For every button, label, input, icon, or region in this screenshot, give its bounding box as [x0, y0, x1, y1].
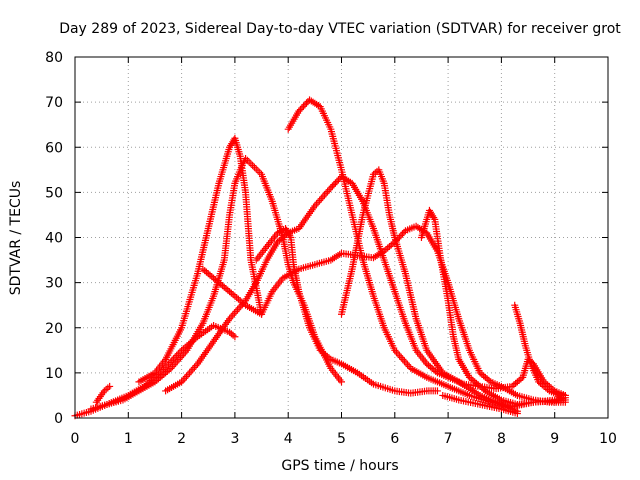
x-tick-label: 9: [550, 431, 559, 447]
x-tick-label: 3: [230, 431, 239, 447]
data-point: [234, 306, 242, 314]
data-point: [249, 162, 257, 170]
data-point: [295, 107, 303, 115]
data-point: [399, 355, 407, 363]
data-point: [319, 193, 327, 201]
series-arc-12: [439, 391, 521, 417]
y-tick-label: 30: [45, 276, 63, 292]
series-arc-10: [511, 301, 569, 399]
x-tick-label: 4: [284, 431, 293, 447]
y-tick-label: 60: [45, 140, 63, 156]
data-point: [301, 101, 309, 109]
data-point: [230, 309, 238, 317]
data-point: [327, 184, 335, 192]
data-point: [513, 409, 521, 417]
x-tick-label: 8: [497, 431, 506, 447]
data-point: [396, 352, 404, 360]
data-point: [561, 391, 569, 399]
data-point: [190, 363, 198, 371]
data-point: [184, 371, 192, 379]
x-tick-label: 2: [177, 431, 186, 447]
data-point: [296, 106, 304, 114]
data-point: [232, 308, 240, 316]
x-axis-label: GPS time / hours: [281, 458, 398, 474]
data-point: [404, 361, 412, 369]
y-tick-label: 20: [45, 321, 63, 337]
data-point: [247, 160, 255, 168]
data-point: [252, 165, 260, 173]
x-tick-label: 7: [444, 431, 453, 447]
data-point: [187, 367, 195, 375]
data-point: [314, 198, 322, 206]
data-point: [397, 354, 405, 362]
data-point: [302, 99, 310, 107]
data-point: [398, 230, 406, 238]
series-arc-11: [92, 382, 114, 406]
data-point: [394, 350, 402, 358]
y-tick-label: 0: [54, 411, 63, 427]
data-marks: [71, 96, 569, 420]
data-point: [333, 177, 341, 185]
data-point: [328, 182, 336, 190]
x-tick-label: 0: [71, 431, 80, 447]
data-point: [231, 333, 239, 341]
data-point: [324, 187, 332, 195]
series-arc-7: [252, 224, 441, 397]
data-point: [322, 189, 330, 197]
data-point: [245, 158, 253, 166]
x-tick-label: 1: [124, 431, 133, 447]
y-axis-label: SDTVAR / TECUs: [8, 181, 24, 296]
chart-title: Day 289 of 2023, Sidereal Day-to-day VTE…: [59, 21, 621, 37]
data-point: [250, 163, 258, 171]
series-arc-8: [338, 166, 521, 415]
x-tick-label: 10: [599, 431, 617, 447]
data-point: [254, 167, 262, 175]
y-tick-label: 80: [45, 50, 63, 66]
series-arc-2: [135, 134, 266, 386]
data-point: [320, 191, 328, 199]
y-tick-label: 10: [45, 366, 63, 382]
y-tick-label: 50: [45, 185, 63, 201]
data-point: [400, 357, 408, 365]
data-point: [330, 181, 338, 189]
series-arc-9: [417, 206, 569, 408]
data-point: [397, 232, 405, 240]
data-point: [316, 196, 324, 204]
data-point: [106, 382, 114, 390]
x-tick-label: 6: [390, 431, 399, 447]
data-point: [299, 102, 307, 110]
data-point: [331, 179, 339, 187]
data-point: [338, 378, 345, 386]
x-tick-label: 5: [337, 431, 346, 447]
series-arc-5: [199, 222, 569, 406]
data-point: [182, 372, 190, 380]
data-point: [186, 369, 194, 377]
data-point: [181, 374, 189, 382]
data-point: [189, 365, 197, 373]
data-point: [402, 359, 410, 367]
axis-ticks: 0 1 2 3 4 5 6 7 8 9 10 0 10 20 30 40 50 60 70 80: [45, 50, 617, 447]
data-point: [400, 228, 408, 236]
y-tick-label: 70: [45, 95, 63, 111]
data-point: [298, 104, 306, 112]
data-point: [317, 195, 325, 203]
y-tick-label: 40: [45, 231, 63, 247]
data-point: [433, 387, 441, 395]
